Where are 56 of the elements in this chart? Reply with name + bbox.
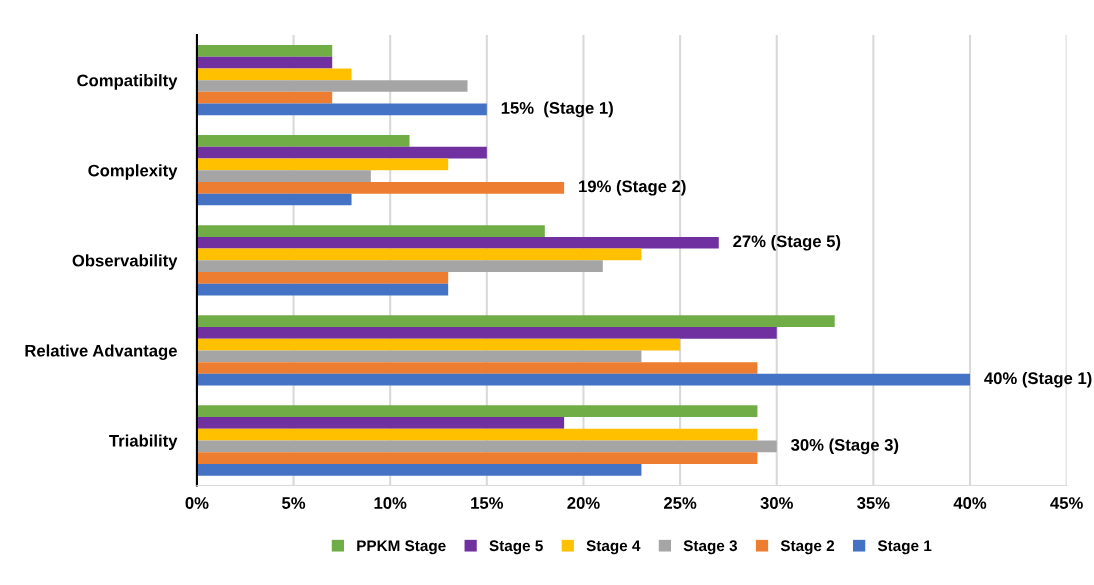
legend-label: PPKM Stage — [357, 540, 446, 555]
bar — [196, 135, 410, 147]
y-tick-label: Triability — [109, 434, 178, 450]
bar — [196, 248, 642, 261]
legend-label: Stage 1 — [877, 540, 932, 555]
data-label: 15% (Stage 1) — [501, 101, 613, 118]
legend-label: Stage 5 — [489, 540, 543, 555]
x-tick-label: 5% — [282, 497, 306, 509]
bar — [196, 80, 468, 92]
y-tick-label: Relative Advantage — [25, 344, 177, 360]
bar — [196, 45, 333, 57]
x-tick-label: 0% — [185, 497, 209, 509]
bar — [196, 463, 642, 476]
legend-label: Stage 3 — [683, 540, 738, 555]
bar — [196, 91, 333, 104]
bar — [196, 405, 758, 418]
x-tick-label: 10% — [374, 497, 407, 509]
x-tick-label: 30% — [760, 497, 793, 509]
bar — [196, 440, 777, 453]
bar — [196, 56, 333, 69]
x-tick-label: 35% — [857, 497, 890, 509]
bar — [196, 326, 777, 339]
bar — [196, 158, 449, 171]
x-tick-label: 40% — [953, 497, 987, 509]
bar — [196, 417, 565, 429]
bar — [196, 362, 758, 374]
bar — [196, 181, 565, 194]
data-label: 27% (Stage 5) — [733, 234, 841, 251]
x-tick-label: 25% — [664, 497, 697, 509]
bar — [196, 272, 449, 284]
bar — [196, 68, 352, 81]
y-tick-label: Complexity — [88, 164, 178, 180]
data-label: 40% (Stage 1) — [984, 371, 1092, 388]
bar — [196, 452, 758, 464]
bar — [196, 103, 487, 116]
y-tick-label: Observability — [72, 254, 178, 270]
bar — [196, 338, 681, 351]
bar — [196, 428, 758, 441]
data-label: 19% (Stage 2) — [579, 180, 686, 196]
bar — [196, 350, 642, 363]
bar — [196, 146, 487, 159]
bar — [196, 193, 352, 206]
bar — [196, 283, 449, 296]
x-tick-label: 15% — [471, 497, 504, 509]
legend-label: Stage 4 — [586, 540, 641, 555]
legend-label: Stage 2 — [780, 540, 835, 555]
x-tick-label: 45% — [1050, 497, 1083, 509]
x-tick-label: 20% — [567, 497, 600, 509]
bar — [196, 315, 835, 327]
bar — [196, 373, 971, 386]
bar — [196, 225, 545, 237]
bar — [196, 260, 603, 273]
data-label: 30% (Stage 3) — [791, 438, 899, 455]
bar — [196, 170, 371, 182]
y-tick-label: Compatibilty — [77, 74, 178, 90]
bar — [196, 236, 719, 249]
